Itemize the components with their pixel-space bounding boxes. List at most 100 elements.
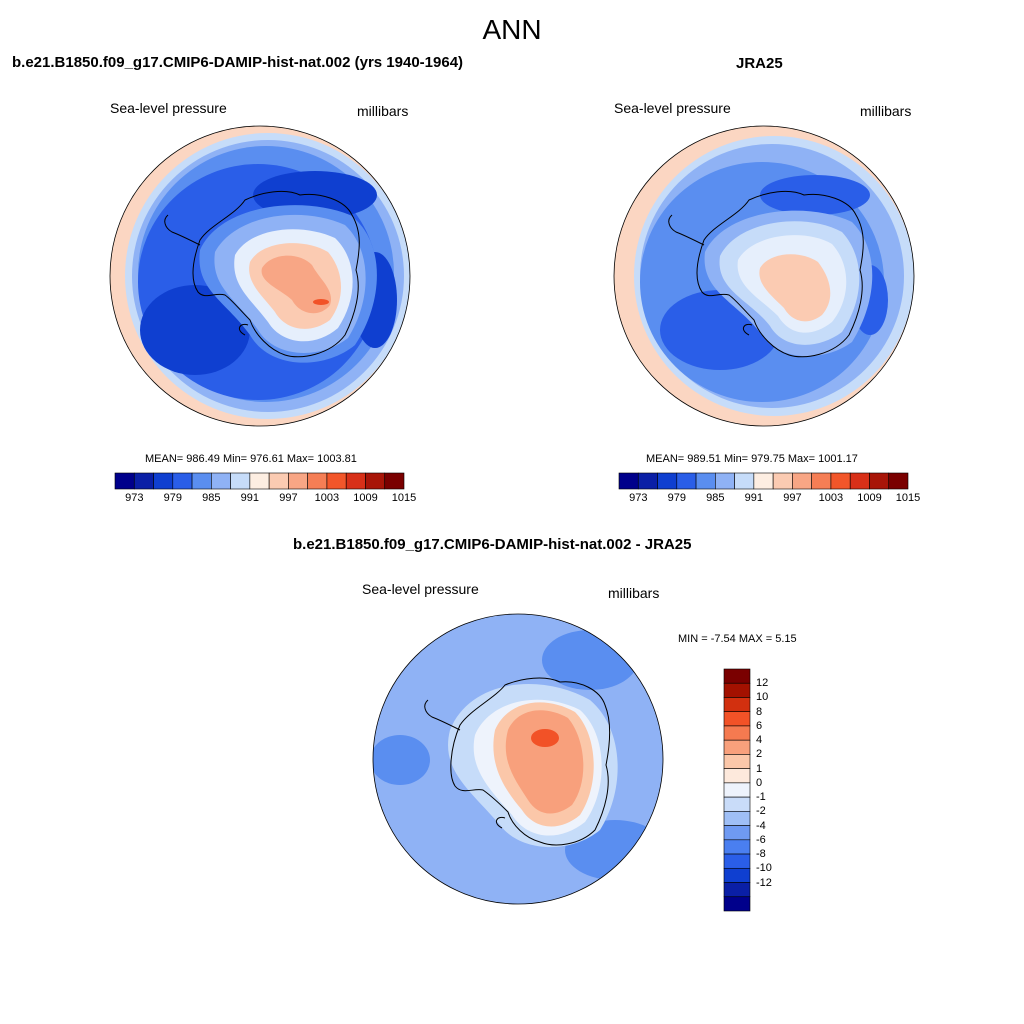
colorbar-panel3-swatch [723,811,751,826]
colorbar-panel3-swatch [723,782,751,798]
colorbar-panel1-swatch [114,472,135,490]
map2-peninsula-coastline [668,214,705,246]
colorbar-panel2-swatch [792,472,812,490]
colorbar-panel1-swatch [288,472,308,490]
colorbar-panel1-swatch [384,472,405,490]
colorbar-panel3-tick-label: 12 [756,677,769,690]
colorbar-panel3-tick-label: -12 [756,876,772,889]
colorbar-panel3-swatch [723,682,751,698]
panel3-units-label: millibars [608,585,660,601]
map3-low-west [373,735,430,785]
colorbar-panel2-swatch [676,472,697,490]
colorbar-panel1-swatch [230,472,251,490]
colorbar-panel2-swatch [657,472,678,490]
colorbar-panel3-tick-label: 4 [756,734,763,747]
colorbar-panel3-tick-label: -10 [756,862,772,875]
colorbar-panel2-swatch [753,472,774,490]
map3-peninsula-coastline [424,699,461,731]
colorbar-panel1-swatch [133,472,154,490]
colorbar-panel3-swatch [723,796,751,812]
panel3-stats: MIN = -7.54 MAX = 5.15 [678,633,797,645]
panel1-units-label: millibars [357,103,409,119]
colorbar-panel1 [114,472,405,490]
map3-border [372,613,664,905]
map1-peninsula-coastline [164,214,201,246]
map-panel1 [110,126,410,426]
figure-title: ANN [482,14,542,45]
colorbar-panel3 [723,668,751,912]
colorbar-panel3-swatch [723,768,751,784]
colorbar-panel2-tick-label: 997 [783,492,802,504]
panel1-stats: MEAN= 986.49 Min= 976.61 Max= 1003.81 [145,453,357,465]
colorbar-panel1-swatch [153,472,174,490]
colorbar-panel2-swatch [849,472,870,490]
map3-ross-coastline [495,816,506,829]
colorbar-panel1-swatch [172,472,193,490]
colorbar-panel2-swatch [888,472,909,490]
colorbar-panel2-swatch [811,472,832,490]
colorbar-panel3-swatch [723,668,751,684]
colorbar-panel3-swatch [723,825,751,841]
colorbar-panel3-swatch [723,853,751,869]
colorbar-panel1-swatch [307,472,328,490]
panel3-title: b.e21.B1850.f09_g17.CMIP6-DAMIP-hist-nat… [293,536,692,553]
colorbar-panel2-tick-label: 985 [706,492,725,504]
colorbar-panel2-swatch [618,472,639,490]
colorbar-panel2-swatch [830,472,851,490]
colorbar-panel3-swatch [723,739,751,755]
colorbar-panel3-tick-label: 1 [756,762,763,775]
colorbar-panel1-tick-label: 1003 [314,492,340,504]
colorbar-panel1-swatch [345,472,366,490]
colorbar-panel3-tick-label: -6 [756,833,766,846]
colorbar-panel2-swatch [715,472,735,490]
panel2-stats: MEAN= 989.51 Min= 979.75 Max= 1001.17 [646,453,858,465]
colorbar-panel3-tick-label: 8 [756,705,763,718]
colorbar-panel1-tick-label: 979 [163,492,182,504]
colorbar-panel1-swatch [191,472,212,490]
colorbar-panel2-tick-label: 979 [667,492,686,504]
panel3-variable-label: Sea-level pressure [362,581,479,597]
map2-plateau-pink [759,254,831,322]
map1-low-west [140,285,250,375]
colorbar-panel3-swatch [723,896,751,912]
colorbar-panel3-tick-label: -8 [756,848,766,861]
colorbar-panel1-tick-label: 991 [240,492,260,504]
colorbar-panel3-swatch [723,725,751,741]
colorbar-panel1-swatch [249,472,270,490]
colorbar-panel2-swatch [734,472,755,490]
colorbar-panel1-tick-label: 1015 [391,492,417,504]
colorbar-panel1-swatch [326,472,347,490]
colorbar-panel3-swatch [723,839,751,855]
colorbar-panel2-tick-label: 973 [629,492,648,504]
colorbar-panel1-tick-label: 1009 [353,492,378,504]
colorbar-panel2-swatch [772,472,793,490]
colorbar-panel2 [618,472,909,490]
map2-antarctica-coastline [696,190,864,358]
panel2-units-label: millibars [860,103,912,119]
colorbar-panel1-tick-label: 985 [202,492,221,504]
panel2-variable-label: Sea-level pressure [614,100,731,116]
map3-antarctica-coastline [450,677,611,846]
colorbar-panel3-swatch [723,867,751,883]
colorbar-panel3-swatch [723,882,751,898]
colorbar-panel3-tick-label: 0 [756,776,763,789]
colorbar-panel2-tick-label: 991 [744,492,764,504]
map1-plateau-max [313,299,329,305]
map3-plateau-orange [505,710,584,814]
colorbar-panel3-tick-label: 10 [756,691,769,704]
map1-ross-coastline [238,323,249,336]
colorbar-panel2-tick-label: 1009 [857,492,882,504]
colorbar-panel1-swatch [365,472,386,490]
colorbar-panel3-tick-label: -2 [756,805,766,818]
panel1-title: b.e21.B1850.f09_g17.CMIP6-DAMIP-hist-nat… [12,54,464,71]
map2-low-north [760,175,870,215]
panel2-title: JRA25 [736,55,783,72]
colorbar-panel3-tick-label: 6 [756,719,763,732]
colorbar-panel3-swatch [723,754,751,769]
map1-plateau-orange [261,255,331,314]
colorbar-panel1-tick-label: 997 [279,492,298,504]
colorbar-panel3-tick-label: -4 [756,819,766,832]
colorbar-panel3-tick-label: 2 [756,748,763,761]
map1-border [109,125,411,427]
map3-plateau-max [531,729,559,747]
